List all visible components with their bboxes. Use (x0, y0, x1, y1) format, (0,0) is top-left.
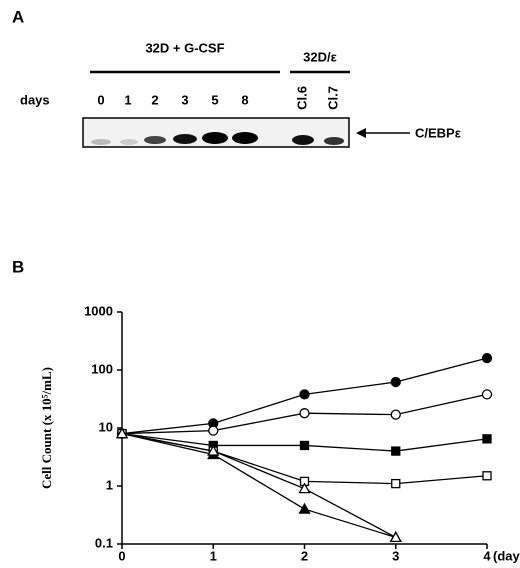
marker (482, 471, 492, 481)
lane-label: 3 (181, 92, 188, 107)
y-axis-label: Cell Count (x 10⁵/mL) (39, 367, 54, 489)
series-line (121, 432, 397, 538)
lane-label: 0 (97, 92, 104, 107)
clone-label: Cl.6 (294, 86, 309, 110)
marker (298, 482, 311, 494)
row-label: days (20, 92, 50, 107)
marker (390, 409, 401, 420)
marker (298, 502, 311, 514)
marker (481, 389, 493, 400)
y-tick-label: 1000 (84, 303, 113, 318)
x-tick-label: 2 (301, 548, 308, 563)
band-label: C/EBPε (415, 125, 461, 140)
marker (299, 440, 310, 451)
marker (391, 478, 401, 489)
marker (481, 353, 493, 364)
group-label: 32D/ε (303, 49, 337, 64)
y-tick-label: 0.1 (95, 535, 113, 550)
panel-label: B (12, 257, 24, 276)
marker (482, 434, 492, 444)
marker (299, 389, 310, 400)
y-tick-label: 100 (91, 361, 113, 376)
arrow-head (356, 128, 366, 138)
marker (115, 427, 129, 439)
x-axis-label: (days) (493, 548, 520, 563)
lane-label: 2 (151, 92, 158, 107)
lane-label: 5 (211, 92, 218, 107)
blot (82, 117, 350, 148)
x-tick-label: 3 (392, 548, 399, 563)
marker (207, 444, 220, 456)
lane-label: 8 (241, 92, 248, 107)
x-tick-label: 4 (483, 548, 491, 563)
x-tick-label: 0 (118, 548, 125, 563)
y-tick-label: 1 (106, 477, 113, 492)
x-tick-label: 1 (210, 548, 217, 563)
series-line (121, 432, 396, 539)
marker (208, 425, 219, 436)
clone-label: Cl.7 (325, 86, 340, 110)
marker (299, 408, 310, 419)
marker (391, 446, 401, 456)
panel-label: A (12, 7, 24, 26)
marker (389, 531, 402, 543)
lane-label: 1 (124, 92, 131, 107)
marker (390, 376, 401, 388)
y-tick-label: 10 (99, 419, 113, 434)
group-label: 32D + G-CSF (145, 40, 224, 55)
